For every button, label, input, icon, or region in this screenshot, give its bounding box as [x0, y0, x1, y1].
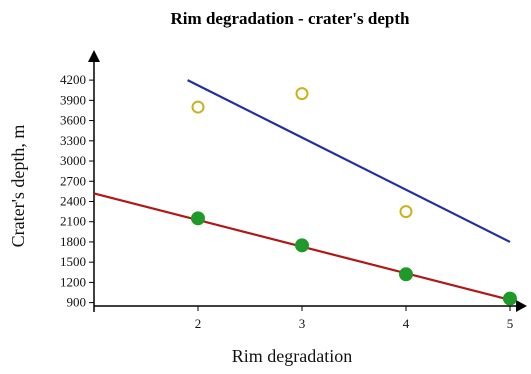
x-tick-label: 2: [195, 316, 202, 331]
y-axis-label: Crater's depth, m: [8, 125, 28, 248]
y-tick-label: 2400: [60, 193, 86, 208]
filled-data-point: [191, 211, 205, 226]
y-tick-label: 2100: [60, 214, 86, 229]
filled-data-point: [295, 238, 309, 253]
x-tick-label: 3: [299, 316, 306, 331]
x-tick-label: 4: [403, 316, 410, 331]
y-tick-label: 2700: [60, 173, 86, 188]
x-ticks: 2 3 4 5: [195, 306, 514, 331]
chart-title: Rim degradation - crater's depth: [171, 9, 410, 28]
open-data-point: [399, 205, 413, 219]
trendlines: [93, 79, 511, 301]
open-data-point: [191, 100, 205, 114]
y-tick-label: 3000: [60, 153, 86, 168]
x-axis-arrow: [516, 300, 527, 312]
x-axis-label: Rim degradation: [232, 346, 352, 366]
y-tick-label: 1800: [60, 234, 86, 249]
y-tick-label: 3300: [60, 133, 86, 148]
y-tick-label: 1500: [60, 254, 86, 269]
chart-axes: [88, 50, 527, 312]
filled-data-point: [399, 267, 413, 282]
y-tick-label: 1200: [60, 274, 86, 289]
y-tick-label: 3900: [60, 92, 86, 107]
y-tick-label: 4200: [60, 72, 86, 87]
x-tick-label: 5: [507, 316, 514, 331]
data-points: [191, 87, 517, 306]
y-tick-label: 900: [67, 295, 87, 310]
y-ticks: 900 1200 1500 1800 2100 2400 2700 3000 3300 3600 3…: [60, 72, 94, 310]
open-data-point: [295, 87, 309, 101]
y-tick-label: 3600: [60, 113, 86, 128]
trendline-2: [187, 79, 511, 243]
filled-data-point: [503, 291, 517, 306]
y-axis-arrow: [88, 50, 100, 62]
